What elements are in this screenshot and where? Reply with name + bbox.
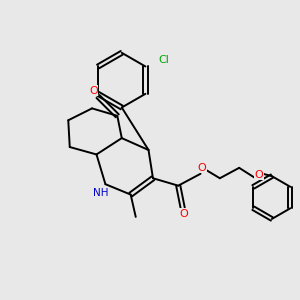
Text: O: O (180, 209, 189, 219)
Text: Cl: Cl (158, 55, 169, 65)
Text: O: O (198, 163, 206, 173)
Text: O: O (255, 170, 263, 180)
Text: NH: NH (93, 188, 109, 198)
Text: O: O (89, 85, 98, 96)
